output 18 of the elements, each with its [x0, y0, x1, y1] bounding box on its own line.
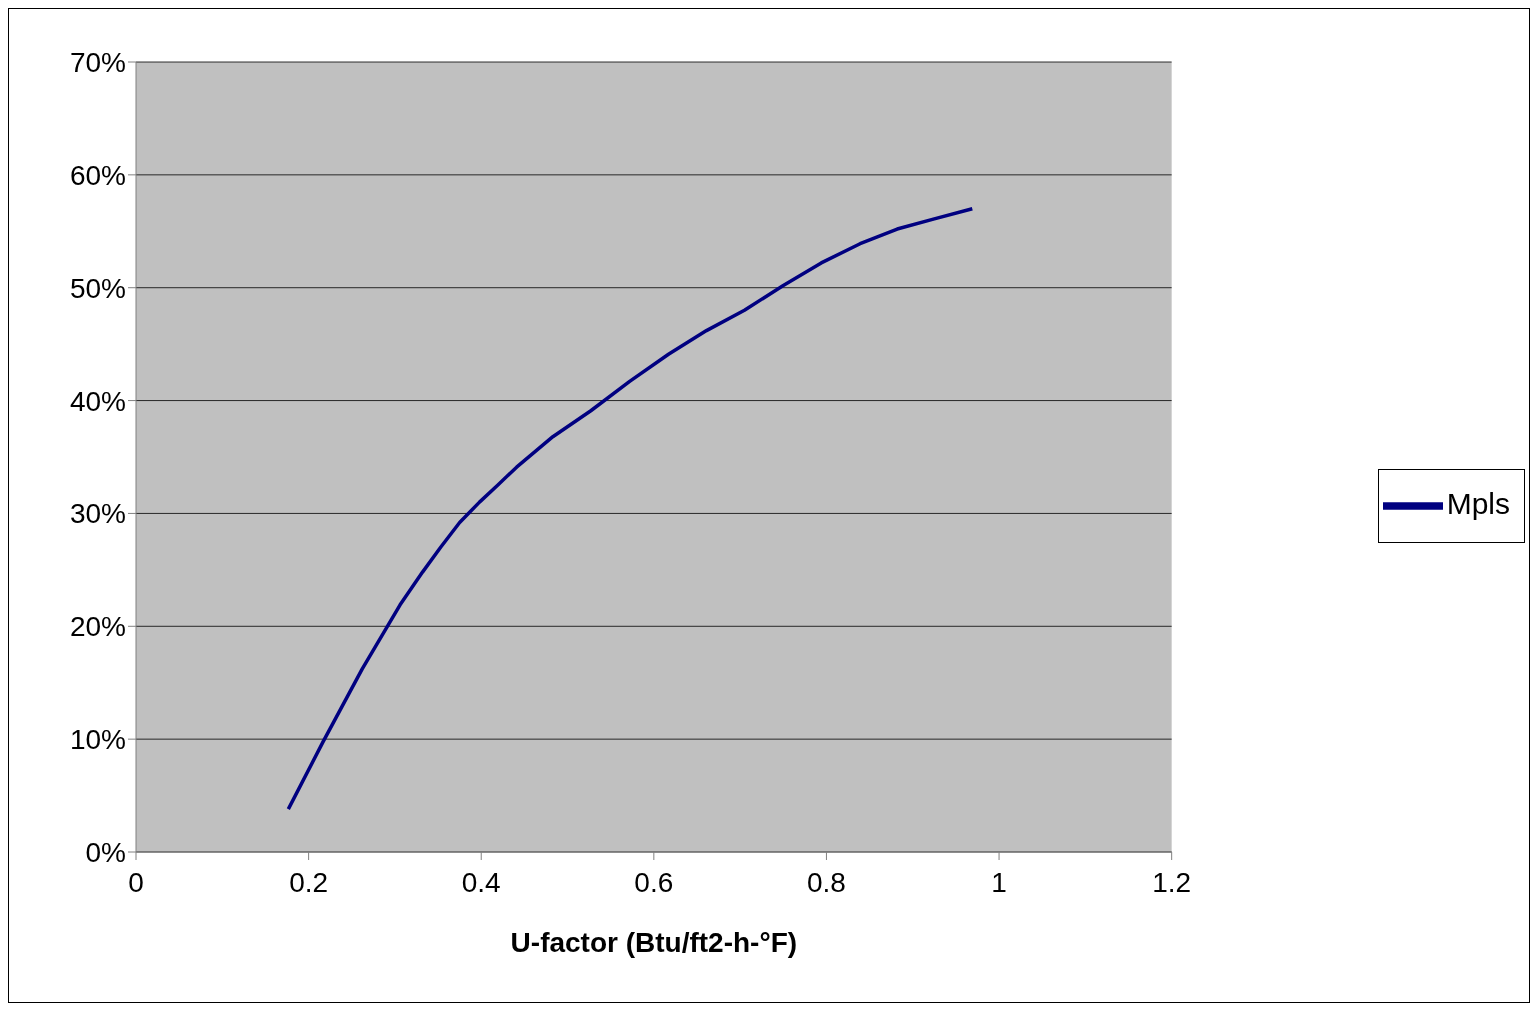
x-tick-label: 0: [128, 866, 144, 898]
y-tick-label: 70%: [69, 46, 126, 78]
y-tick-label: 40%: [69, 385, 126, 417]
y-tick-label: 0%: [85, 836, 126, 868]
y-tick-label: 60%: [69, 159, 126, 191]
x-tick-label: 0.4: [461, 866, 501, 898]
y-tick-label: 50%: [69, 272, 126, 304]
x-tick-label: 0.6: [634, 866, 674, 898]
x-tick-label: 1.2: [1152, 866, 1192, 898]
y-tick-label: 10%: [69, 724, 126, 756]
x-tick-label: 0.2: [289, 866, 329, 898]
line-series: [286, 206, 975, 811]
x-tick-label: 0.8: [806, 866, 846, 898]
x-axis-title: U-factor (Btu/ft2-h-°F): [510, 927, 798, 958]
y-tick-label: 30%: [69, 498, 126, 530]
legend-label: Mpls: [1446, 486, 1510, 520]
y-tick-label: 20%: [69, 611, 126, 643]
x-tick-label: 1: [991, 866, 1007, 898]
